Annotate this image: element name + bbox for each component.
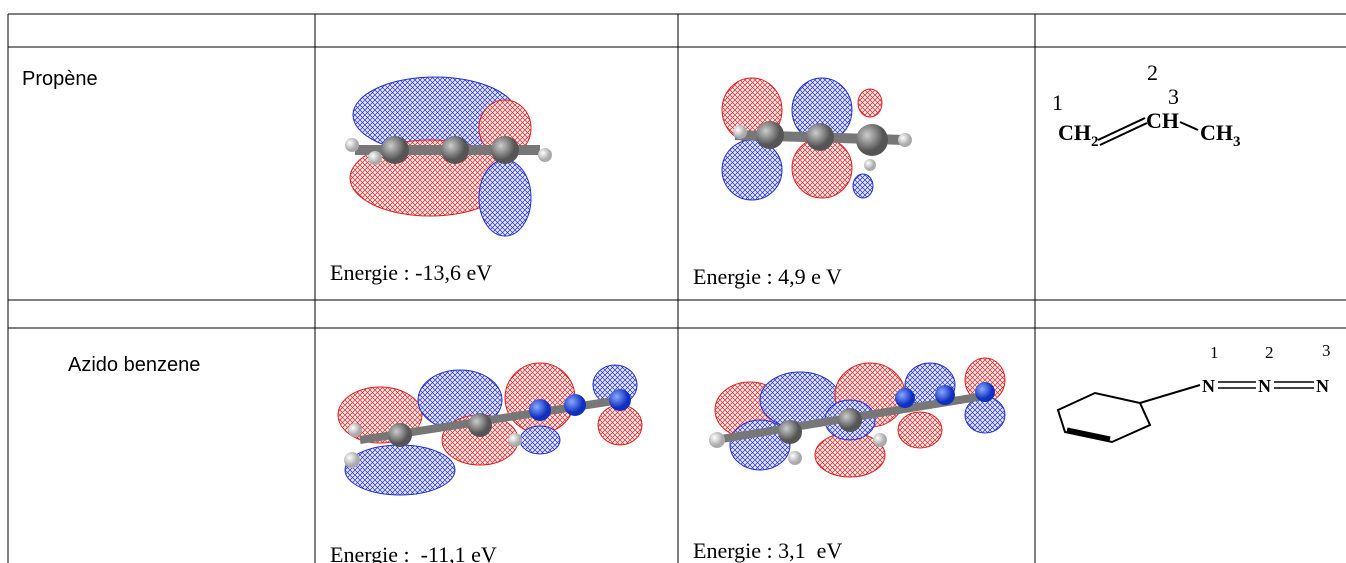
homo-orbital-image <box>338 363 642 495</box>
lumo-orbital-image <box>722 78 912 200</box>
document: Propène Energie : -13,6 eV Energie : 4,9… <box>0 0 1346 563</box>
atom-number: 2 <box>1147 60 1158 85</box>
atom-label: N <box>1202 376 1215 396</box>
atom-number: 3 <box>1322 341 1331 360</box>
structure-formula: 1 2 3 N N N <box>1058 341 1331 442</box>
molecule-name: Propène <box>22 68 98 90</box>
group-main: CH <box>1058 120 1091 145</box>
atom-number: 1 <box>1210 343 1219 362</box>
homo-energy: Energie : -11,1 eV <box>330 542 497 563</box>
lumo-energy: Energie : 3,1 eV <box>693 538 842 563</box>
atom-number: 3 <box>1168 84 1179 109</box>
lumo-energy: Energie : 4,9 e V <box>693 264 842 289</box>
structure-formula: 1 2 3 CH2 CH CH3 <box>1052 60 1241 150</box>
group-subscript: 3 <box>1233 134 1241 150</box>
group-subscript: 2 <box>1091 134 1099 150</box>
homo-orbital-image <box>345 77 552 236</box>
group-label: CH2 <box>1058 120 1099 150</box>
molecule-name: Azido benzene <box>68 354 200 376</box>
group-label: CH3 <box>1200 120 1241 150</box>
group-label: CH <box>1146 108 1179 133</box>
page: Propène Energie : -13,6 eV Energie : 4,9… <box>0 0 1346 563</box>
atom-label: N <box>1258 376 1271 396</box>
homo-energy: Energie : -13,6 eV <box>330 260 492 285</box>
atom-label: N <box>1316 376 1329 396</box>
atom-number: 1 <box>1052 90 1063 115</box>
table-grid <box>8 14 1346 563</box>
lumo-orbital-image <box>709 358 1005 477</box>
atom-number: 2 <box>1265 343 1274 362</box>
group-main: CH <box>1200 120 1233 145</box>
